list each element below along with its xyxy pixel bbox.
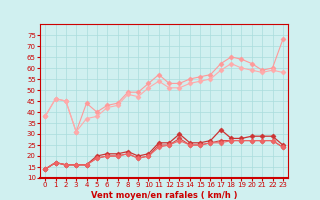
X-axis label: Vent moyen/en rafales ( km/h ): Vent moyen/en rafales ( km/h ): [91, 191, 237, 200]
